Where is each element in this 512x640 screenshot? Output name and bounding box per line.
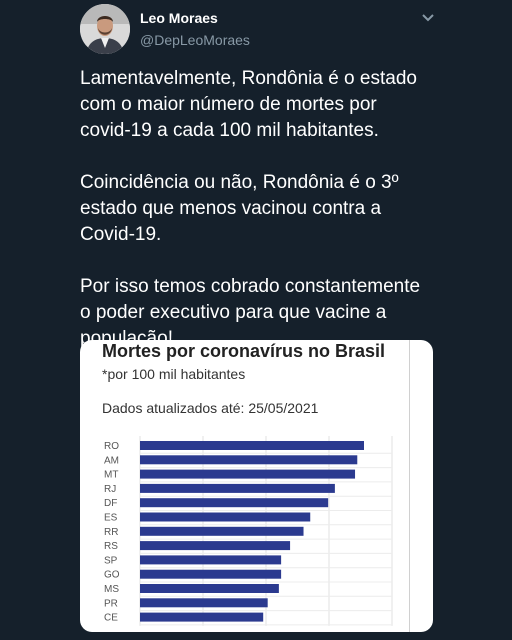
tweet-text: Lamentavelmente, Rondônia é o estado com… bbox=[80, 66, 430, 378]
bar-df bbox=[140, 498, 329, 508]
category-label: RO bbox=[104, 441, 119, 452]
bar-chart: RO AM MT RJ DF ES RR RS SP GO MS PR CE bbox=[104, 436, 393, 626]
category-label: PR bbox=[104, 598, 118, 609]
category-label: AM bbox=[104, 455, 119, 466]
tweet-paragraph: Por isso temos cobrado constantemente o … bbox=[80, 276, 421, 349]
bar-go bbox=[140, 569, 282, 579]
category-label: MT bbox=[104, 470, 118, 481]
bar-rr bbox=[140, 526, 304, 536]
bar-ro bbox=[140, 441, 364, 450]
category-label: RR bbox=[104, 527, 118, 538]
category-label: ES bbox=[104, 513, 118, 524]
category-label: DF bbox=[104, 498, 117, 509]
category-label: RJ bbox=[104, 484, 116, 495]
category-label: MS bbox=[104, 584, 119, 595]
tweet-media[interactable]: Mortes por coronavírus no Brasil *por 10… bbox=[80, 340, 433, 632]
bar-ce bbox=[140, 612, 264, 622]
category-label: RS bbox=[104, 541, 118, 552]
chart-title: Mortes por coronavírus no Brasil bbox=[102, 341, 386, 361]
bar-es bbox=[140, 512, 311, 522]
author-handle[interactable]: @DepLeoMoraes bbox=[140, 32, 250, 48]
bar-rs bbox=[140, 541, 291, 551]
bar-sp bbox=[140, 555, 282, 565]
bar-rj bbox=[140, 483, 335, 493]
chart-subtitle: *por 100 mil habitantes bbox=[102, 366, 246, 382]
category-label: CE bbox=[104, 613, 118, 624]
chart-image: Mortes por coronavírus no Brasil *por 10… bbox=[90, 340, 410, 632]
tweet-paragraph: Lamentavelmente, Rondônia é o estado com… bbox=[80, 68, 417, 141]
bar-ms bbox=[140, 584, 279, 593]
tweet-paragraph: Coincidência ou não, Rondônia é o 3º est… bbox=[80, 172, 399, 245]
bar-mt bbox=[140, 469, 356, 479]
bar-pr bbox=[140, 598, 268, 608]
bar-am bbox=[140, 455, 358, 465]
chart-date-note: Dados atualizados até: 25/05/2021 bbox=[102, 400, 319, 416]
avatar[interactable] bbox=[80, 4, 130, 54]
author-name[interactable]: Leo Moraes bbox=[140, 10, 218, 26]
avatar-image bbox=[80, 4, 130, 54]
chevron-down-icon[interactable] bbox=[420, 12, 436, 24]
category-label: SP bbox=[104, 555, 118, 566]
category-label: GO bbox=[104, 570, 120, 581]
author-info[interactable]: Leo Moraes @DepLeoMoraes bbox=[140, 10, 250, 48]
